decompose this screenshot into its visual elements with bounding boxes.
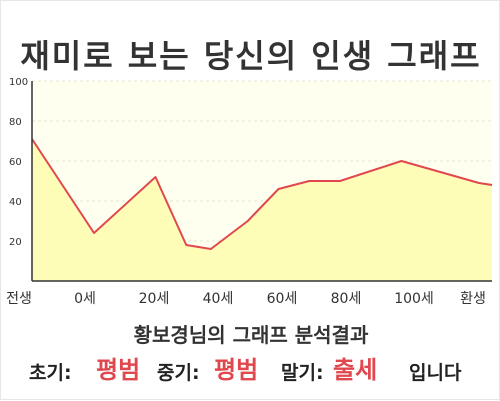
x-tick-label: 환생 (460, 291, 486, 307)
data-point (155, 176, 156, 178)
data-point (185, 244, 187, 246)
middle-value: 평범 (214, 356, 259, 384)
late-label: 말기: (281, 362, 324, 384)
late-value: 출세 (333, 356, 378, 384)
result-suffix: 입니다 (409, 362, 462, 384)
middle-label: 중기: (157, 362, 200, 384)
x-tick-label: 60세 (267, 291, 298, 307)
x-tick-label: 40세 (203, 291, 234, 307)
series-area (32, 139, 492, 281)
data-point (247, 220, 249, 222)
y-tick-label: 60 (9, 157, 22, 168)
y-tick-label: 20 (9, 237, 22, 248)
y-tick-label: 40 (9, 197, 22, 208)
x-tick-label: 20세 (139, 291, 170, 307)
x-tick-label: 100세 (394, 291, 434, 307)
result-summary: 초기: 평범 중기: 평범 말기: 출세 입니다 (11, 346, 500, 386)
early-label: 초기: (29, 362, 72, 384)
analysis-title: 황보경님의 그래프 분석결과 (133, 323, 369, 347)
x-tick-label: 0세 (74, 291, 96, 307)
y-tick-label: 100 (9, 77, 28, 88)
data-point (308, 180, 310, 182)
data-point (210, 248, 212, 250)
y-tick-label: 80 (9, 117, 22, 128)
x-tick-label: 전생 (6, 291, 32, 307)
data-point (93, 232, 95, 234)
series-line (31, 138, 493, 250)
data-point (478, 182, 480, 184)
page-title: 재미로 보는 당신의 인생 그래프 (20, 37, 482, 75)
data-point (401, 160, 402, 162)
data-point (339, 180, 341, 182)
early-value: 평범 (96, 356, 141, 384)
x-tick-label: 80세 (331, 291, 362, 307)
data-point (278, 188, 279, 190)
